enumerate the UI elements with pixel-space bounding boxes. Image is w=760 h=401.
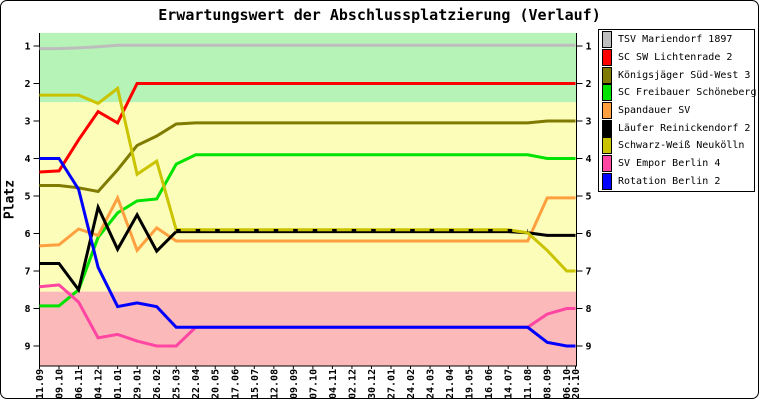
x-tick-label: 11.09: [35, 369, 46, 399]
legend-swatch: [602, 137, 612, 155]
legend-item: Königsjäger Süd-West 3: [599, 66, 754, 84]
y-tick-label-left: 4: [24, 154, 30, 165]
x-tick-label: 11.08: [523, 369, 534, 399]
legend-item: Spandauer SV: [599, 101, 754, 119]
legend-swatch: [602, 48, 612, 66]
x-tick-label: 02.12: [347, 369, 358, 399]
legend-item: SV Empor Berlin 4: [599, 154, 754, 172]
legend-label: Läufer Reinickendorf 2: [618, 122, 751, 134]
x-tick-label: 24.03: [426, 369, 437, 399]
x-tick-label: 06.10: [562, 369, 573, 399]
x-tick-label: 20.10: [571, 369, 582, 399]
legend-item: Rotation Berlin 2: [599, 172, 754, 190]
legend-item: SC SW Lichtenrade 2: [599, 48, 754, 66]
y-tick-label-left: 2: [24, 79, 30, 90]
x-tick-label: 21.04: [445, 369, 456, 399]
series-line-9: [39, 157, 576, 348]
band-top-zone: [39, 32, 577, 103]
x-tick-label: 08.09: [543, 369, 554, 399]
legend-label: SV Empor Berlin 4: [618, 157, 721, 169]
series-line-1: [39, 82, 576, 174]
y-tick-label-left: 6: [24, 229, 30, 240]
series-lines: [39, 43, 576, 348]
x-tick-label: 06.11: [74, 369, 85, 399]
legend-item: TSV Mariendorf 1897: [599, 31, 754, 49]
x-tick-label: 09.10: [55, 369, 66, 399]
x-tick-label: 15.07: [250, 369, 261, 399]
legend-box: TSV Mariendorf 1897 SC SW Lichtenrade 2 Kö…: [598, 29, 757, 192]
chart-title: Erwartungswert der Abschlussplatzierung …: [158, 6, 601, 24]
x-tick-label: 07.10: [308, 369, 319, 399]
legend-label: SC SW Lichtenrade 2: [618, 51, 733, 63]
series-line-4: [39, 194, 576, 254]
band-middle-zone: [39, 102, 577, 292]
x-tick-label: 01.01: [113, 369, 124, 399]
x-tick-label: 17.06: [230, 369, 241, 399]
axis-frame: [39, 33, 577, 367]
x-tick-label: 14.07: [504, 369, 515, 399]
x-tick-label: 26.02: [152, 369, 163, 399]
legend-label: SC Freibauer Schöneberg: [618, 87, 757, 99]
y-tick-label-left: 8: [24, 304, 30, 315]
legend-swatch: [602, 119, 612, 137]
series-line-3: [39, 153, 576, 308]
x-tick-label: 29.01: [133, 369, 144, 399]
x-tick-label: 20.05: [211, 369, 222, 399]
legend-swatch: [602, 84, 612, 102]
x-tick-label: 27.01: [386, 369, 397, 399]
legend-swatch: [602, 154, 612, 172]
legend-label: Spandauer SV: [618, 104, 691, 116]
x-tick-label: 30.12: [367, 369, 378, 399]
x-tick-label: 19.05: [465, 369, 476, 399]
x-axis-ticks: 11.09 09.10 06.11 04.12 01.01 29.01 26.02 25.03…: [35, 366, 582, 399]
y-tick-label-left: 7: [24, 267, 30, 278]
x-tick-label: 22.04: [191, 369, 202, 399]
series-line-0: [39, 43, 576, 51]
x-tick-label: 16.06: [484, 369, 495, 399]
legend-swatch: [602, 31, 612, 49]
legend-label: Schwarz-Weiß Neukölln: [618, 140, 745, 152]
y-tick-label-left: 5: [24, 192, 30, 203]
legend-label: Rotation Berlin 2: [618, 175, 721, 187]
y-tick-label-right: 8: [586, 304, 592, 315]
legend-swatch: [602, 101, 612, 119]
x-tick-label: 12.08: [269, 369, 280, 399]
legend-label: Königsjäger Süd-West 3: [618, 69, 751, 81]
legend-item: SC Freibauer Schöneberg: [599, 84, 757, 102]
y-tick-label-right: 9: [586, 342, 592, 353]
y-tick-label-left: 9: [24, 342, 30, 353]
y-tick-label-right: 1: [586, 42, 592, 53]
y-axis-ticks: 1 1 2 2 3 3 4 4 5 5 6 6 7 7 8 8 9 9: [24, 42, 591, 353]
legend-swatch: [602, 66, 612, 84]
y-tick-label-right: 6: [586, 229, 592, 240]
y-tick-label-right: 5: [586, 192, 592, 203]
x-tick-label: 04.11: [328, 369, 339, 399]
x-tick-label: 25.03: [172, 369, 183, 399]
y-tick-label-right: 7: [586, 267, 592, 278]
x-tick-label: 24.02: [406, 369, 417, 399]
y-tick-label-left: 3: [24, 117, 30, 128]
series-line-2: [39, 119, 576, 194]
y-tick-label-right: 2: [586, 79, 592, 90]
legend-item: Schwarz-Weiß Neukölln: [599, 137, 754, 155]
legend-item: Läufer Reinickendorf 2: [599, 119, 754, 137]
x-tick-label: 04.12: [94, 369, 105, 399]
legend-swatch: [602, 172, 612, 190]
legend-label: TSV Mariendorf 1897: [618, 34, 733, 46]
y-tick-label-right: 4: [586, 154, 592, 165]
x-tick-label: 09.09: [289, 369, 300, 399]
y-tick-label-left: 1: [24, 42, 30, 53]
y-tick-label-right: 3: [586, 117, 592, 128]
